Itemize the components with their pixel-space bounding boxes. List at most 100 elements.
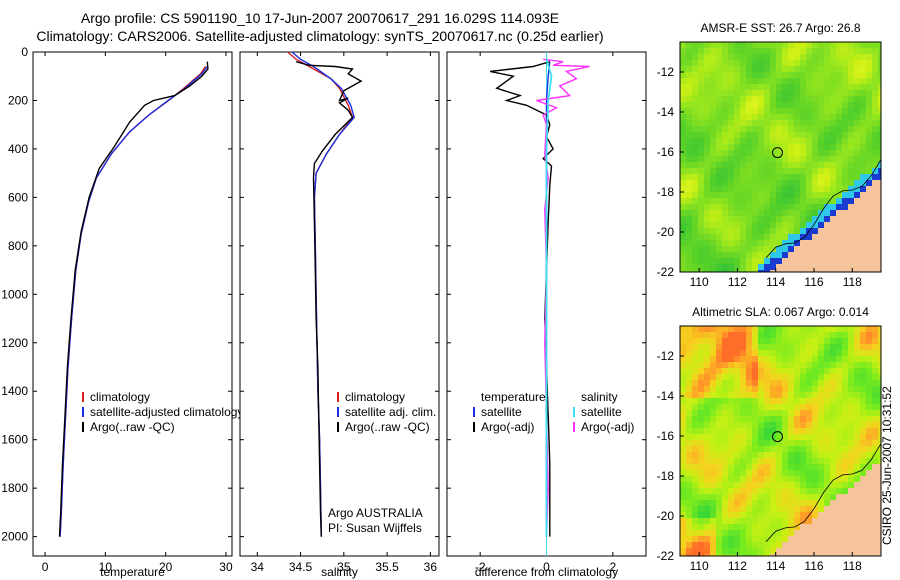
sla_map-cell: [818, 398, 824, 404]
sst_map-cell: [854, 120, 860, 126]
sst_map-cell: [722, 66, 728, 72]
sla_map-cell: [818, 476, 824, 482]
sst_map-cell: [824, 240, 830, 246]
sla_map-cell: [770, 356, 776, 362]
salinity-xtick-label: 34.5: [289, 560, 313, 574]
sst_map-cell: [836, 174, 842, 180]
sst_map-cell: [860, 216, 866, 222]
sst_map-cell: [752, 114, 758, 120]
sst_map-cell: [818, 168, 824, 174]
sst_map-cell: [812, 102, 818, 108]
sst_map-cell: [710, 192, 716, 198]
sla_map-cell: [764, 530, 770, 536]
sla_map-cell: [722, 344, 728, 350]
sst_map-cell: [806, 132, 812, 138]
sst_map-cell: [710, 72, 716, 78]
sla_map-cell: [812, 458, 818, 464]
sla_map-cell: [692, 482, 698, 488]
sst_map-cell: [698, 168, 704, 174]
sla_map-cell: [878, 506, 881, 512]
sst_map-cell: [812, 162, 818, 168]
sla_map-cell: [710, 380, 716, 386]
sla_map-cell: [746, 512, 752, 518]
sla_map-cell: [692, 332, 698, 338]
sst_map-cell: [794, 150, 800, 156]
sst_map-cell: [854, 48, 860, 54]
sla_map-cell: [716, 440, 722, 446]
sla_map-cell: [740, 446, 746, 452]
sla_map-cell: [818, 470, 824, 476]
sla_map-cell: [800, 446, 806, 452]
sla_map-cell: [746, 404, 752, 410]
sst_map-cell: [830, 42, 836, 48]
sst_map-cell: [722, 102, 728, 108]
sla_map-cell: [848, 380, 854, 386]
sla_map-cell: [776, 356, 782, 362]
sst_map-cell: [854, 204, 860, 210]
sla_map-cell: [698, 332, 704, 338]
sla_map-cell: [710, 422, 716, 428]
sla_map-cell: [764, 488, 770, 494]
sst_map-cell: [860, 228, 866, 234]
sst_map-cell: [836, 78, 842, 84]
sla_map-cell: [878, 500, 881, 506]
sla_map-cell: [842, 392, 848, 398]
sst_map-cell: [770, 192, 776, 198]
sst_map-cell: [680, 162, 686, 168]
sla_map-cell: [842, 386, 848, 392]
sla_map-cell: [812, 338, 818, 344]
sst_map-cell: [830, 126, 836, 132]
difference-xtick-label: -2: [475, 560, 486, 574]
sst_map-cell: [860, 234, 866, 240]
sst_map-cell: [860, 66, 866, 72]
sst_map-cell: [686, 186, 692, 192]
sst_map-cell: [878, 114, 881, 120]
sla_map-cell: [698, 458, 704, 464]
sla_map-cell: [722, 470, 728, 476]
sla_map-cell: [812, 362, 818, 368]
sst_map-cell: [716, 192, 722, 198]
sst_map-cell: [728, 222, 734, 228]
sla_map-cell: [722, 548, 728, 554]
salinity-series-argo-raw-qc-: [296, 61, 363, 537]
sst_map-cell: [854, 258, 860, 264]
sla_map-cell: [758, 386, 764, 392]
sst_map-cell: [728, 102, 734, 108]
sla_map-cell: [716, 386, 722, 392]
sla_map-cell: [836, 440, 842, 446]
sla_map-cell: [746, 488, 752, 494]
sla_map-cell: [782, 446, 788, 452]
sla_map-cell: [764, 368, 770, 374]
sst_map-cell: [800, 114, 806, 120]
sst_map-cell: [764, 78, 770, 84]
sst_map-cell: [698, 60, 704, 66]
sst_map-cell: [830, 222, 836, 228]
sla_map-cell: [872, 434, 878, 440]
sla_map-cell: [794, 380, 800, 386]
sla_map-cell: [776, 386, 782, 392]
sla_map-cell: [716, 452, 722, 458]
sla_map-cell: [716, 548, 722, 554]
sst_map-cell: [704, 186, 710, 192]
sla_map-cell: [770, 548, 776, 554]
sst_map-cell: [686, 42, 692, 48]
sst_map-cell: [764, 102, 770, 108]
sla_map-cell: [830, 338, 836, 344]
sla_map-cell: [866, 356, 872, 362]
sla_map-cell: [716, 344, 722, 350]
sst_map-cell: [740, 120, 746, 126]
sla_map-cell: [836, 446, 842, 452]
sla_map-cell: [854, 356, 860, 362]
sst_map-cell: [860, 126, 866, 132]
sla_map-cell: [716, 482, 722, 488]
sst_map-cell: [842, 222, 848, 228]
sla_map-cell: [758, 494, 764, 500]
sla_map-cell: [728, 440, 734, 446]
sla_map-cell: [704, 506, 710, 512]
sla_map-cell: [800, 404, 806, 410]
sla_map-cell: [866, 530, 872, 536]
sst_map-cell: [794, 204, 800, 210]
sst_map-cell: [692, 192, 698, 198]
sst_map-cell: [824, 102, 830, 108]
sla_map-cell: [746, 452, 752, 458]
